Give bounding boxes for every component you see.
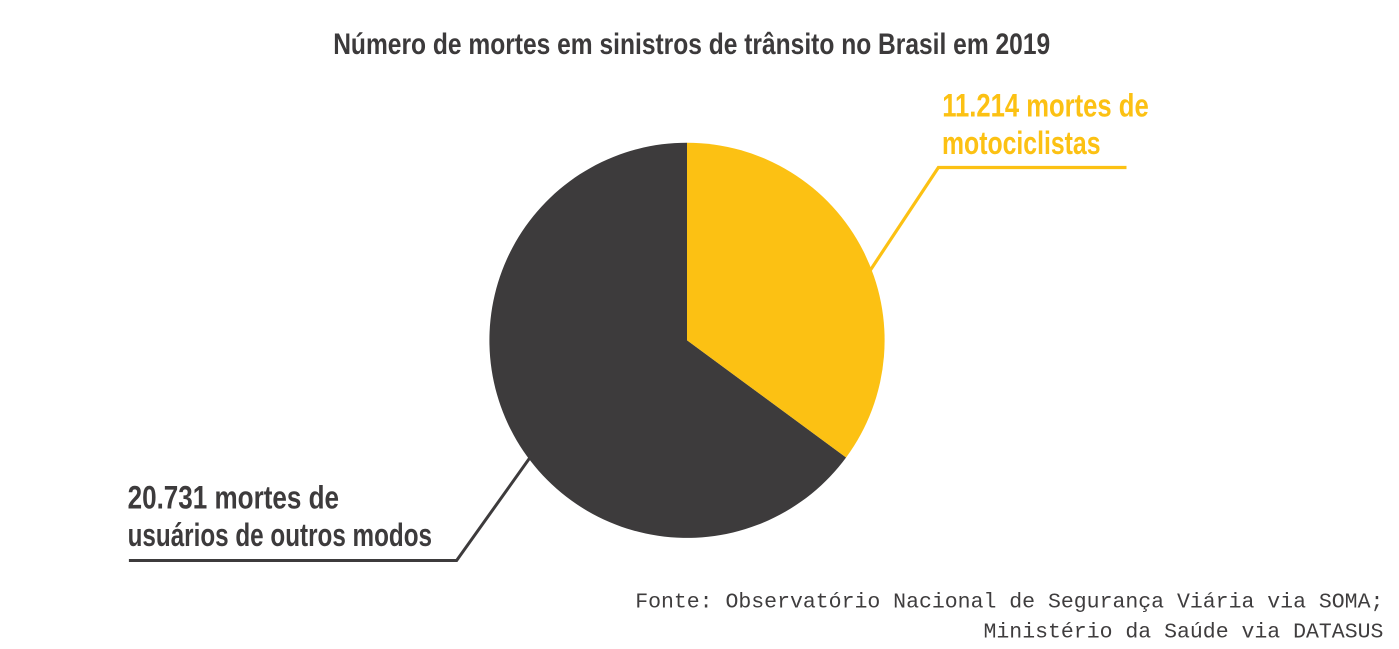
svg-text:Ministério da Saúde via DATASU: Ministério da Saúde via DATASUS — [984, 620, 1384, 644]
svg-text:Número de mortes em sinistros: Número de mortes em sinistros de trânsit… — [333, 29, 1050, 61]
svg-text:20.731 mortes de: 20.731 mortes de — [128, 480, 339, 516]
svg-text:Fonte: Observatório Nacional d: Fonte: Observatório Nacional de Seguranç… — [635, 591, 1383, 615]
svg-text:motociclistas: motociclistas — [942, 125, 1101, 161]
svg-text:11.214 mortes de: 11.214 mortes de — [942, 87, 1148, 123]
svg-text:usuários de outros modos: usuários de outros modos — [128, 517, 432, 553]
